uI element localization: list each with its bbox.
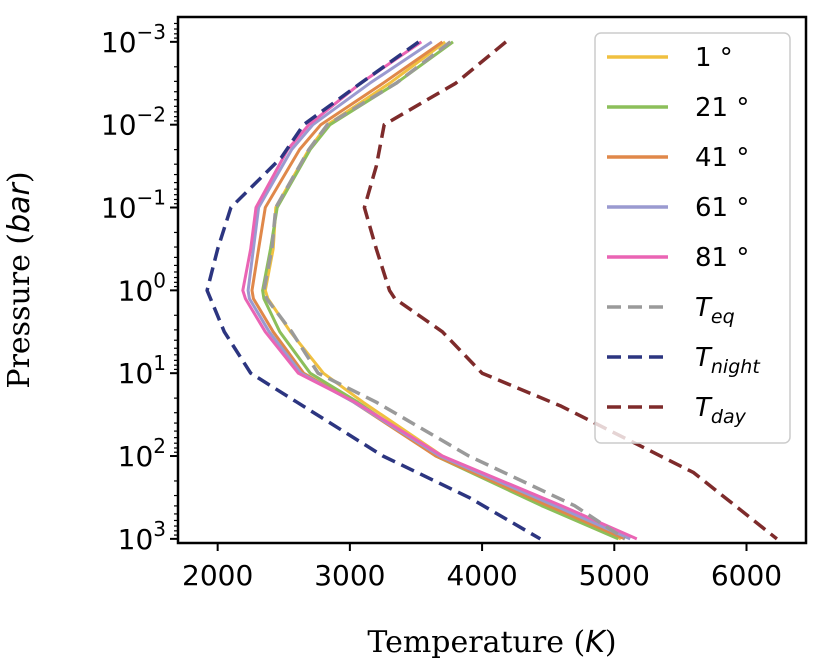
x-tick-label-4: 6000 — [711, 559, 782, 592]
y-tick-label-4: 101 — [118, 351, 166, 390]
ticks-layer: 2000 3000 4000 5000 6000 10−3 10−2 10−1 100 101 10… — [101, 20, 782, 592]
legend-label-1: 21 ° — [695, 93, 749, 123]
y-axis-title: Pressure (bar) — [2, 171, 37, 388]
x-axis-title: Temperature (K) — [367, 625, 616, 660]
y-tick-label-2: 10−1 — [101, 186, 166, 225]
series-line-6 — [205, 40, 542, 541]
y-tick-label-6: 103 — [118, 517, 166, 556]
y-tick-label-3: 100 — [118, 268, 166, 307]
legend-label-7: Tday — [695, 393, 747, 428]
legend-label-4: 81 ° — [695, 243, 749, 273]
x-tick-label-3: 5000 — [579, 559, 650, 592]
series-layer — [205, 40, 778, 541]
x-tick-label-2: 4000 — [446, 559, 517, 592]
legend-label-5: Teq — [695, 293, 735, 328]
x-tick-label-0: 2000 — [182, 559, 253, 592]
y-tick-label-5: 102 — [118, 434, 166, 473]
legend-label-6: Tnight — [695, 343, 761, 378]
legend-label-0: 1 ° — [695, 43, 733, 73]
legend-label-2: 41 ° — [695, 143, 749, 173]
series-line-4 — [241, 40, 638, 541]
y-tick-label-1: 10−2 — [101, 103, 166, 142]
y-tick-label-0: 10−3 — [101, 20, 166, 59]
legend-box — [594, 32, 791, 444]
series-line-5 — [262, 40, 626, 541]
legend: 1 ° 21 ° 41 ° 61 ° 81 ° Teq Tnight Tday — [594, 32, 791, 444]
legend-label-3: 61 ° — [695, 193, 749, 223]
series-line-3 — [246, 40, 631, 541]
plot-frame — [176, 15, 808, 545]
series-line-7 — [362, 40, 778, 541]
x-tick-label-1: 3000 — [314, 559, 385, 592]
series-line-2 — [250, 40, 626, 541]
